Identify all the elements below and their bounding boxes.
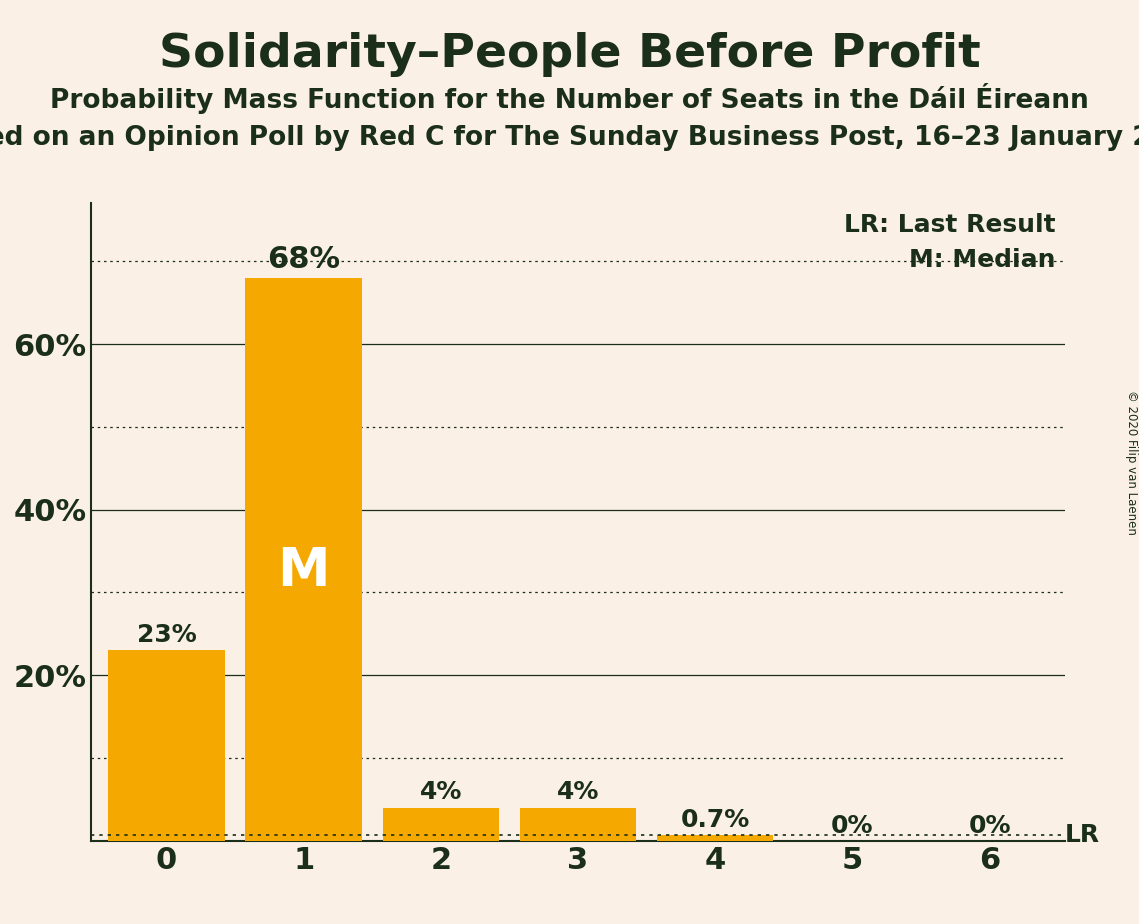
Bar (519, 808, 637, 841)
Text: 23%: 23% (137, 623, 196, 647)
Text: Probability Mass Function for the Number of Seats in the Dáil Éireann: Probability Mass Function for the Number… (50, 83, 1089, 115)
Text: M: M (278, 544, 330, 597)
Text: 68%: 68% (268, 246, 341, 274)
Bar (108, 650, 224, 841)
Bar (245, 278, 362, 841)
Text: © 2020 Filip van Laenen: © 2020 Filip van Laenen (1124, 390, 1138, 534)
Text: 4%: 4% (557, 781, 599, 805)
Text: 4%: 4% (419, 781, 462, 805)
Text: 0%: 0% (831, 813, 874, 837)
Text: Solidarity–People Before Profit: Solidarity–People Before Profit (158, 32, 981, 78)
Text: LR: Last Result: LR: Last Result (844, 213, 1055, 237)
Text: M: Median: M: Median (909, 248, 1055, 272)
Text: Based on an Opinion Poll by Red C for The Sunday Business Post, 16–23 January 20: Based on an Opinion Poll by Red C for Th… (0, 125, 1139, 151)
Text: 0%: 0% (968, 813, 1010, 837)
Bar (657, 835, 773, 841)
Bar (383, 808, 499, 841)
Text: LR: LR (1065, 823, 1100, 847)
Text: 0.7%: 0.7% (681, 808, 749, 832)
